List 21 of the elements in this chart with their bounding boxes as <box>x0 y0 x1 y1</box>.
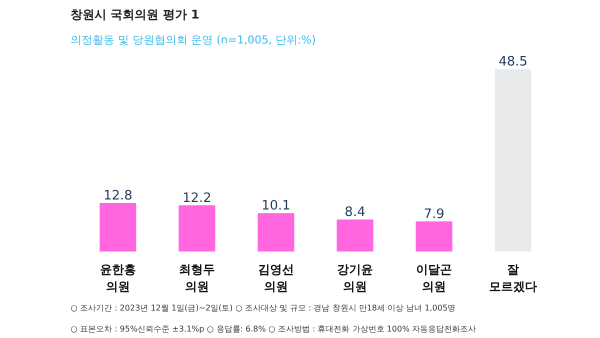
bar <box>336 220 374 252</box>
x-tick-label: 이달곤 의원 <box>416 262 452 294</box>
text: ○ 조사기간 : 2023년 12월 1일(금)~2일(토) ○ 조사대상 및 규모 : 경남 창원시 만18세 이상 남녀 1,005명 <box>70 304 456 312</box>
bar <box>416 221 452 252</box>
x-tick-label: 강기윤 의원 <box>337 262 374 294</box>
x-tick-label: 윤한홍 의원 <box>100 262 136 294</box>
data-label: 10.1 <box>262 198 290 214</box>
x-tick-label: 잘 모르겠다 <box>489 262 538 294</box>
x-tick-label: 최형두 의원 <box>178 262 215 294</box>
data-label: 12.2 <box>182 190 212 206</box>
text: ○ 표본오차 : 95%신뢰수준 ±3.1%p ○ 응답률: 6.8% ○ 조사방법 : 휴대전화 가상번호 100% 자동응답전화조사 <box>70 324 476 334</box>
bar <box>178 205 216 252</box>
x-tick-label: 김영선 의원 <box>258 262 294 294</box>
data-label: 7.9 <box>424 206 444 222</box>
chart-title: 창원시 국회의원 평가 1 <box>70 8 200 22</box>
bar <box>258 213 294 252</box>
bar <box>100 203 136 252</box>
text: 의정활동 및 당원협의회 운영 (n=1,005, 단위:%) <box>70 34 316 46</box>
data-label: 12.8 <box>103 188 132 204</box>
data-label: 8.4 <box>344 205 366 220</box>
data-label: 48.5 <box>498 54 528 70</box>
